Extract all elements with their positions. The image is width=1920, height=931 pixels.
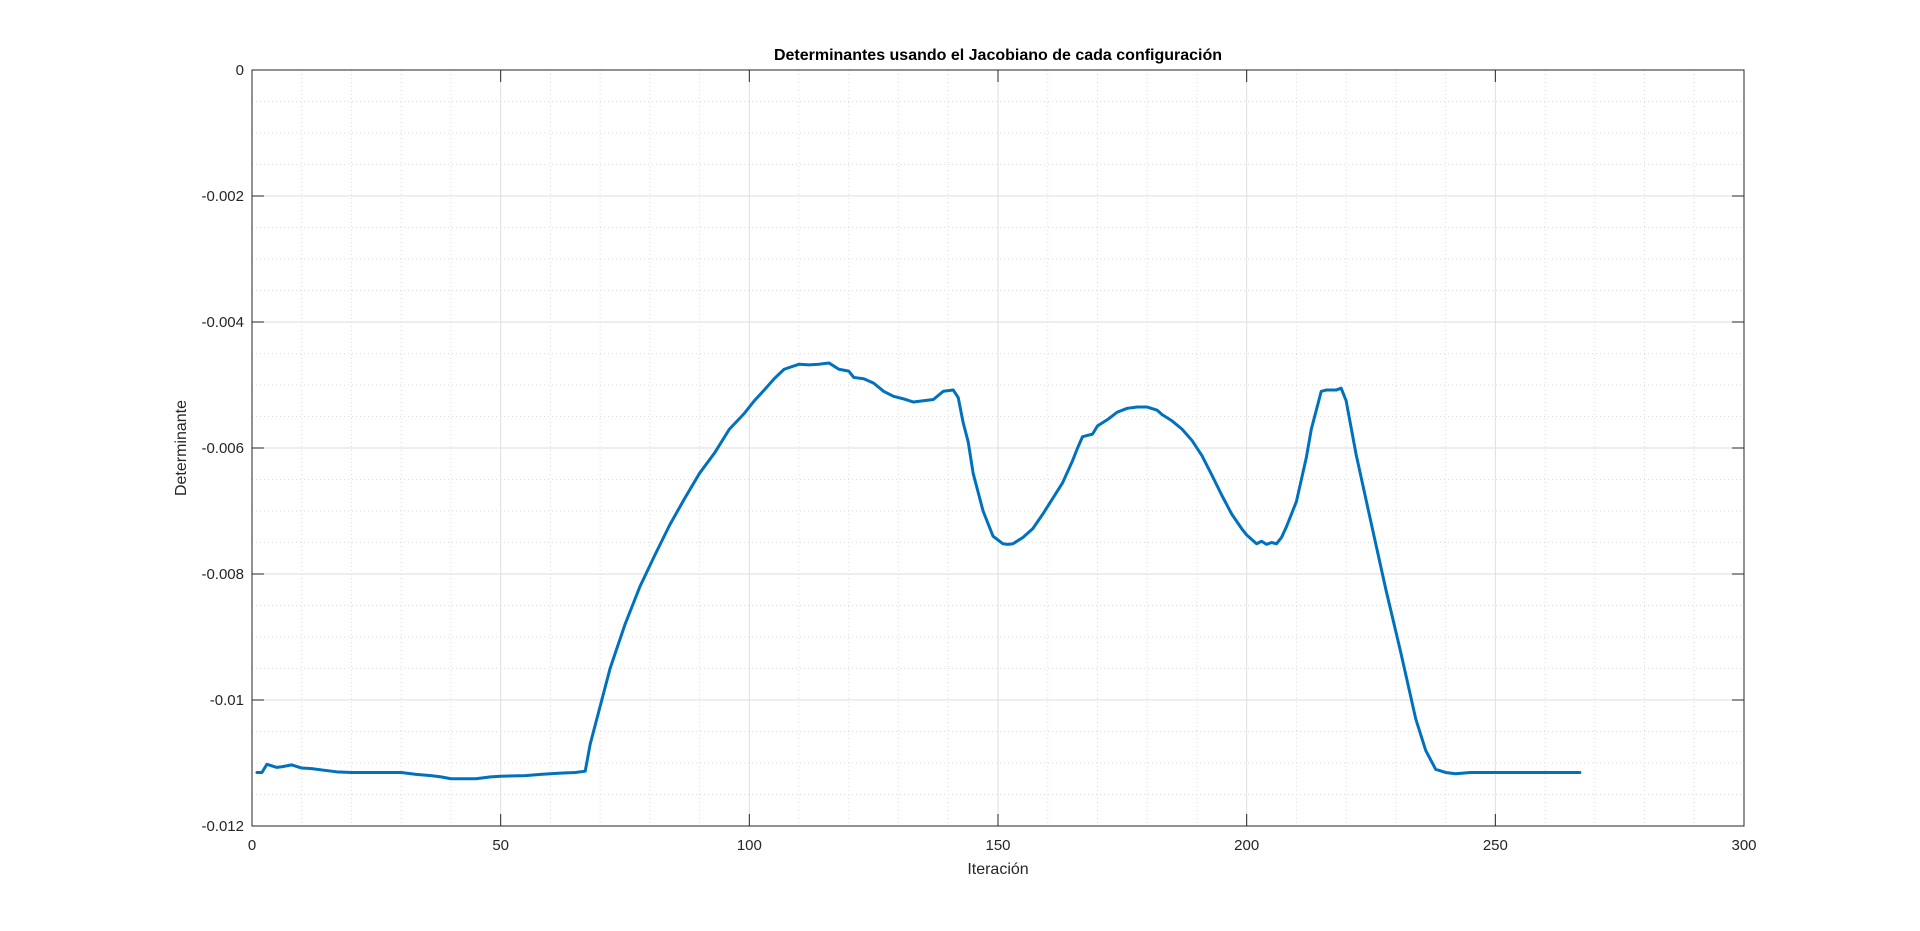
x-tick-label: 100: [737, 837, 762, 854]
y-tick-label: -0.004: [201, 314, 244, 331]
x-tick-labels: 0 50 100 150 200 250 300: [248, 837, 1757, 854]
series-layer: [255, 361, 1582, 781]
y-tick-label: 0: [236, 62, 244, 79]
y-tick-label: -0.01: [210, 692, 244, 709]
y-tick-label: -0.002: [201, 188, 244, 205]
x-tick-label: 0: [248, 837, 256, 854]
x-axis-label: Iteración: [967, 861, 1028, 878]
y-axis-label: Determinante: [173, 400, 190, 496]
x-tick-label: 200: [1234, 837, 1259, 854]
x-tick-label: 250: [1483, 837, 1508, 854]
x-tick-label: 50: [492, 837, 509, 854]
y-tick-label: -0.006: [201, 440, 244, 457]
chart-title: Determinantes usando el Jacobiano de cad…: [774, 47, 1222, 64]
y-tick-labels: 0 -0.002 -0.004 -0.006 -0.008 -0.01 -0.012: [201, 62, 244, 835]
y-tick-label: -0.008: [201, 566, 244, 583]
series-line: [255, 361, 1582, 781]
y-tick-label: -0.012: [201, 818, 244, 835]
tick-marks: [251, 69, 1745, 827]
x-tick-label: 150: [985, 837, 1010, 854]
x-tick-label: 300: [1731, 837, 1756, 854]
